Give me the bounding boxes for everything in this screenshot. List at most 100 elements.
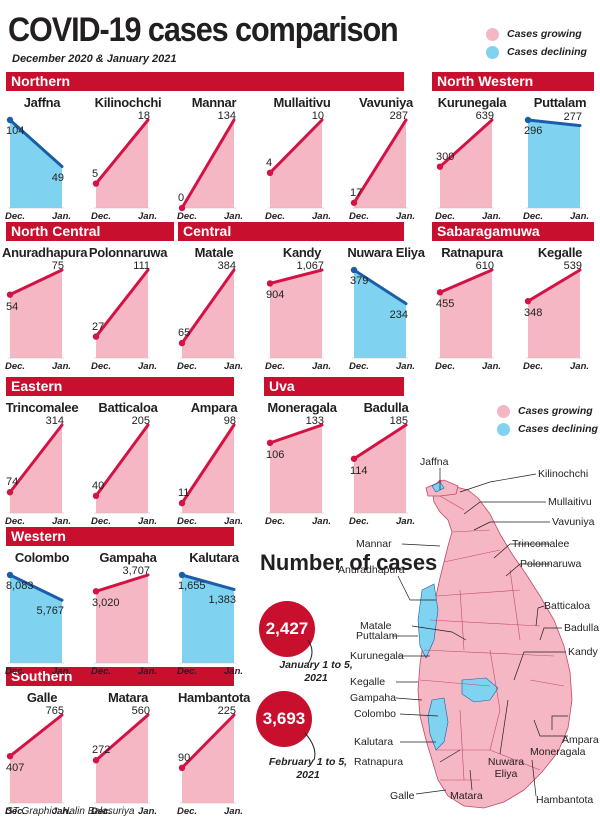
chart-nuwara-eliya: Nuwara Eliya 379 234 Dec. Jan. [346, 246, 426, 374]
value-dec-nuwara-eliya: 379 [350, 275, 369, 287]
chart-title-matara: Matara [107, 690, 149, 705]
map-shape [417, 479, 573, 809]
x-label-jan-ratnapura: Jan. [482, 361, 502, 372]
chart-plot-badulla [350, 423, 408, 514]
legend-growing: Cases growing [486, 25, 587, 43]
area-kegalle [528, 270, 580, 358]
value-jan-matara: 560 [131, 705, 150, 717]
value-jan-polonnaruwa: 111 [133, 260, 150, 272]
cases-feb-period: February 1 to 5, 2021 [268, 756, 348, 781]
x-label-jan-colombo: Jan. [52, 666, 72, 677]
trend-line-kilinochchi [94, 118, 150, 186]
legend-map-growing: Cases growing [497, 402, 598, 420]
point-dec-colombo [6, 571, 14, 579]
chart-plot-hambantota [178, 713, 236, 804]
trend-line-colombo [8, 573, 64, 602]
value-jan-gampaha: 3,707 [122, 565, 150, 577]
x-label-jan-kandy: Jan. [312, 361, 332, 372]
value-jan-mannar: 134 [217, 110, 236, 122]
value-dec-ampara: 11 [178, 487, 190, 500]
value-jan-hambantota: 225 [217, 705, 236, 717]
chart-mullaitivu: Mullaitivu 4 10 Dec. Jan. [262, 96, 342, 224]
banner-sabaragamuwa: Sabaragamuwa [432, 222, 594, 241]
x-label-dec-galle: Dec. [5, 806, 26, 817]
chart-galle: Galle 407 765 Dec. Jan. [2, 691, 82, 819]
trend-line-nuwara-eliya [352, 268, 408, 306]
legend-map-declining-label: Cases declining [518, 423, 598, 435]
chart-plot-anuradhapura [6, 268, 64, 359]
point-dec-kegalle [524, 297, 532, 305]
map-leader-lines [392, 468, 568, 797]
chart-moneragala: Moneragala 106 133 Dec. Jan. [262, 401, 342, 529]
value-dec-vavuniya: 17 [350, 186, 363, 199]
chart-plot-polonnaruwa [92, 268, 150, 359]
x-label-dec-gampaha: Dec. [91, 666, 112, 677]
value-jan-kegalle: 539 [563, 260, 582, 272]
value-dec-colombo: 8,083 [6, 580, 34, 592]
chart-trincomalee: Trincomalee 74 314 Dec. Jan. [2, 401, 82, 529]
point-dec-mannar [178, 204, 186, 212]
chart-plot-kurunegala [436, 118, 494, 209]
chart-title-kurunegala: Kurunegala [437, 95, 507, 110]
x-label-jan-kilinochchi: Jan. [138, 211, 158, 222]
map-label-trincomalee: Trincomalee [512, 538, 570, 550]
value-dec-kilinochchi: 5 [92, 167, 99, 180]
x-label-dec-matara: Dec. [91, 806, 112, 817]
map-label-kandy: Kandy [568, 646, 598, 658]
map-label-matara: Matara [450, 790, 483, 802]
growing-swatch [497, 404, 510, 418]
trend-line-badulla [352, 423, 408, 461]
x-label-dec-colombo: Dec. [5, 666, 26, 677]
chart-plot-kalutara [178, 571, 236, 664]
trend-line-kegalle [526, 268, 582, 303]
page-title: COVID-19 cases comparison [8, 11, 399, 49]
chart-title-kegalle: Kegalle [537, 245, 583, 260]
chart-ratnapura: Ratnapura 455 610 Dec. Jan. [432, 246, 512, 374]
chart-title-polonnaruwa: Polonnaruwa [88, 245, 168, 260]
value-jan-ampara: 98 [223, 415, 236, 427]
chart-title-kandy: Kandy [282, 245, 322, 260]
x-label-dec-ampara: Dec. [177, 516, 198, 527]
trend-line-hambantota [180, 713, 236, 770]
value-jan-matale: 384 [217, 260, 236, 272]
area-trincomalee [10, 425, 62, 513]
point-dec-hambantota [178, 764, 186, 771]
x-label-jan-ampara: Jan. [224, 516, 244, 527]
sri-lanka-map: Jaffna Kilinochchi Mullaitivu Vavuniya M… [338, 450, 600, 825]
x-label-dec-kalutara: Dec. [177, 666, 198, 677]
graphic-credit: ST Graphic: Nalin Balasuriya [6, 806, 135, 817]
area-ratnapura [440, 270, 492, 358]
chart-title-hambantota: Hambantota [177, 690, 251, 705]
map-label-kegalle: Kegalle [350, 676, 386, 688]
trend-line-ratnapura [438, 268, 494, 294]
chart-plot-ampara [178, 423, 236, 514]
chart-title-moneragala: Moneragala [267, 400, 337, 415]
area-kandy [270, 270, 322, 358]
value-dec-kurunegala: 300 [436, 150, 455, 163]
chart-title-batticaloa: Batticaloa [98, 400, 158, 415]
x-label-dec-kilinochchi: Dec. [91, 211, 112, 222]
chart-title-kalutara: Kalutara [189, 550, 239, 565]
x-label-jan-polonnaruwa: Jan. [138, 361, 158, 372]
value-dec-mannar: 0 [178, 192, 185, 204]
legend-declining-label: Cases declining [507, 46, 587, 58]
value-jan-colombo: 5,767 [36, 605, 64, 618]
chart-plot-nuwara-eliya [350, 266, 408, 359]
legend-map: Cases growing Cases declining [497, 402, 598, 438]
map-label-puttalam: Puttalam [356, 630, 398, 642]
chart-title-ratnapura: Ratnapura [441, 245, 503, 260]
chart-title-jaffna: Jaffna [23, 95, 61, 110]
x-label-dec-moneragala: Dec. [265, 516, 286, 527]
trend-line-gampaha [94, 573, 150, 593]
chart-polonnaruwa: Polonnaruwa 27 111 Dec. Jan. [88, 246, 168, 374]
legend-declining: Cases declining [486, 43, 587, 61]
point-dec-galle [6, 752, 14, 760]
growing-swatch [486, 27, 499, 41]
area-puttalam [528, 120, 580, 208]
cases-feb-bubble: 3,693 [256, 691, 312, 747]
value-jan-kilinochchi: 18 [137, 110, 150, 122]
map-label-ampara: Ampara [562, 734, 599, 746]
point-dec-kurunegala [436, 163, 444, 170]
x-label-jan-galle: Jan. [52, 806, 72, 817]
chart-mannar: Mannar 0 134 Dec. Jan. [174, 96, 254, 224]
